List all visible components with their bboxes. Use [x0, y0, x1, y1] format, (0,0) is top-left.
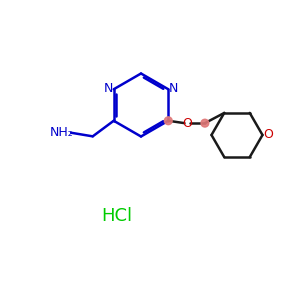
Circle shape: [164, 117, 172, 125]
Text: NH₂: NH₂: [50, 126, 74, 139]
Text: N: N: [103, 82, 113, 95]
Text: O: O: [264, 128, 273, 142]
Text: O: O: [182, 117, 192, 130]
Text: HCl: HCl: [101, 207, 133, 225]
Text: N: N: [169, 82, 178, 95]
Circle shape: [201, 119, 209, 127]
